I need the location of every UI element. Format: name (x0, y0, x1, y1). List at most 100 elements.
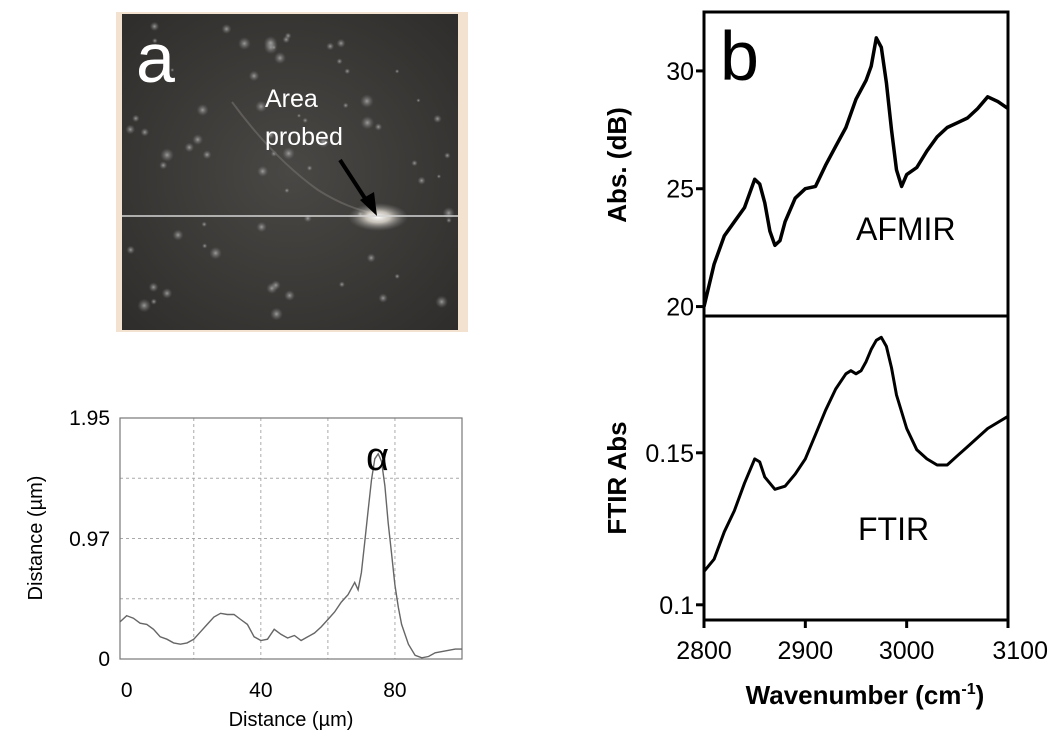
profile-grid (120, 418, 462, 659)
annotation-arrow-head (360, 192, 377, 216)
ftir-x-axis-label-main: Wavenumber (cm (746, 680, 962, 710)
image-speckle (255, 100, 267, 113)
profile-x-tick-label: 80 (383, 679, 406, 702)
profile-x-ticks: 0 40 80 (121, 679, 407, 702)
ftir-plot-frame (702, 314, 1010, 622)
image-speckle (338, 281, 345, 288)
image-speckle (417, 176, 426, 185)
image-speckle (132, 114, 140, 123)
image-speckle (137, 298, 151, 313)
panel-label-a: a (136, 19, 175, 97)
image-speckle (302, 117, 309, 124)
profile-x-tick-label: 40 (249, 679, 272, 702)
image-speckle (221, 24, 232, 34)
ftir-x-tick-label: 3000 (879, 637, 935, 665)
ftir-x-tick-label: 2900 (778, 637, 834, 665)
image-speckle (202, 150, 212, 160)
image-speckle (148, 282, 159, 293)
image-speckle (342, 102, 349, 109)
image-speckle (394, 69, 400, 74)
image-speckle (209, 246, 222, 260)
afmir-series-line (702, 36, 1009, 308)
image-speckle (184, 142, 195, 153)
image-speckle (442, 207, 455, 220)
image-speckle (360, 94, 374, 108)
ftir-y-ticks: 0.1 0.15 (645, 440, 704, 620)
image-speckle (436, 174, 442, 179)
profile-peak-label: α (366, 435, 389, 479)
image-speckle (317, 136, 330, 148)
image-speckle (296, 113, 302, 118)
image-speckle (444, 152, 451, 159)
image-speckle (284, 290, 295, 301)
image-speckle (416, 98, 421, 103)
image-speckle (160, 148, 174, 162)
profile-y-axis-label: Distance (µm) (25, 476, 47, 601)
image-speckle (140, 127, 150, 137)
microscope-image (122, 14, 458, 330)
profile-y-tick-label: 1.95 (69, 407, 110, 430)
image-speckle (149, 21, 160, 32)
afmir-y-tick-label: 25 (666, 176, 694, 204)
ftir-chart: 2800 2900 3000 3100 0.1 0.15 FTIR FTIR Abs W… (602, 314, 1048, 710)
ftir-y-tick-label: 0.1 (659, 592, 694, 620)
image-speckle (378, 293, 388, 303)
image-speckles (125, 21, 455, 321)
image-speckle (126, 245, 135, 255)
image-speckle (374, 123, 383, 131)
afmir-series-label: AFMIR (856, 211, 956, 247)
ftir-x-axis-label-end: ) (976, 680, 985, 710)
image-speckle (265, 130, 276, 140)
afmir-y-axis-label: Abs. (dB) (602, 107, 632, 223)
microscope-image-panel: a Area probed (116, 12, 468, 332)
ftir-x-tick-label: 3100 (992, 637, 1048, 665)
image-speckle (270, 307, 283, 321)
profile-chart: 0 40 80 0 0.97 1.95 α Distance (µm) Distance… (25, 407, 463, 731)
image-speckle (150, 298, 157, 305)
annotation-area: Area (265, 85, 318, 113)
image-speckle (125, 124, 136, 135)
image-speckle (446, 217, 452, 224)
profile-x-tick-label: 0 (121, 679, 133, 702)
image-speckle (257, 165, 269, 177)
afmir-y-tick-label: 30 (666, 58, 694, 86)
image-speckle (192, 134, 204, 146)
profile-y-ticks: 0 0.97 1.95 (69, 407, 110, 671)
image-speckle (201, 221, 207, 228)
image-speckle (433, 114, 442, 124)
ftir-x-tick-label: 2800 (676, 637, 732, 665)
image-speckle (360, 116, 375, 130)
ftir-x-axis-label: Wavenumber (cm-1) (746, 680, 985, 710)
ftir-series-line (702, 335, 1009, 573)
image-speckle (306, 165, 313, 172)
image-speckle (159, 161, 168, 170)
image-speckle (366, 253, 376, 263)
image-speckle (282, 35, 291, 44)
image-speckle (256, 221, 267, 233)
probed-spot (348, 203, 408, 231)
profile-y-tick-label: 0.97 (69, 528, 110, 551)
image-speckle (263, 36, 278, 50)
image-speckle (196, 104, 209, 116)
image-speckle (170, 68, 175, 72)
image-speckle (274, 52, 286, 64)
annotation-probed: probed (265, 123, 343, 151)
image-speckle (435, 295, 449, 309)
image-speckle (411, 159, 418, 167)
image-speckle (172, 229, 184, 241)
image-speckle (248, 70, 260, 82)
image-speckle (284, 187, 290, 194)
ftir-y-tick-label: 0.15 (645, 440, 694, 468)
ftir-y-axis-label: FTIR Abs (602, 421, 632, 534)
ftir-x-axis-label-superscript: -1 (961, 681, 975, 698)
panel-label-b: b (720, 17, 759, 95)
afmir-chart: 20 25 30 b AFMIR Abs. (dB) (602, 10, 1010, 322)
image-speckle (202, 243, 208, 249)
image-speckle (394, 273, 400, 279)
image-speckle (336, 58, 343, 65)
image-speckle (161, 288, 173, 299)
image-speckle (238, 37, 251, 50)
image-speckle (326, 42, 335, 51)
image-speckle (266, 282, 278, 294)
